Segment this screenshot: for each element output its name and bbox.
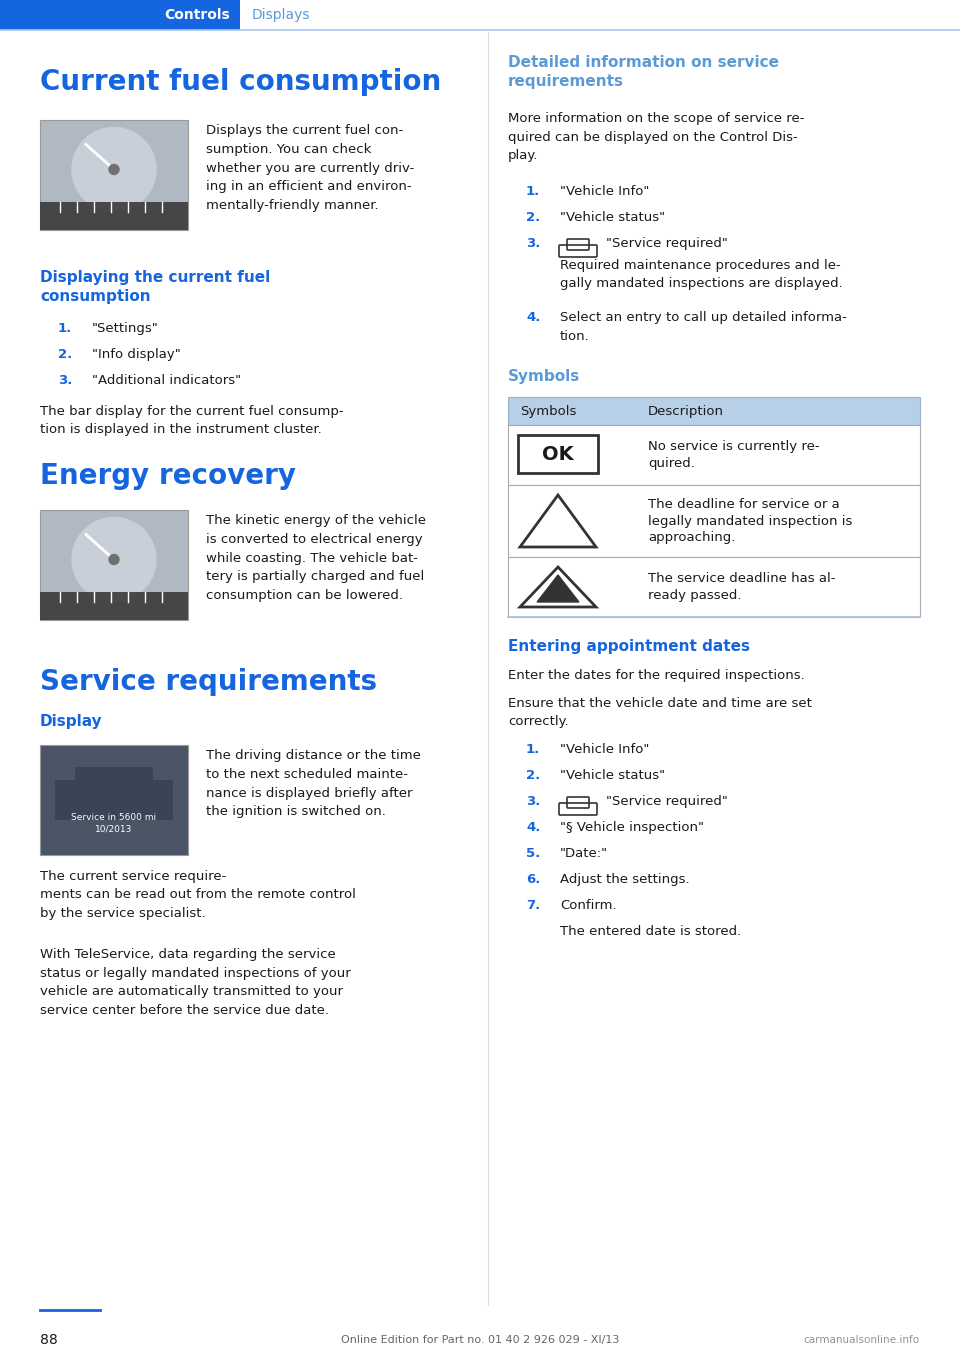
Polygon shape: [520, 494, 596, 548]
Text: Entering appointment dates: Entering appointment dates: [508, 639, 750, 654]
Text: "§ Vehicle inspection": "§ Vehicle inspection": [560, 821, 704, 834]
Text: 2.: 2.: [526, 211, 540, 223]
Text: 10/2013: 10/2013: [95, 824, 132, 834]
Circle shape: [109, 165, 119, 174]
Text: Ensure that the vehicle date and time are set
correctly.: Ensure that the vehicle date and time ar…: [508, 697, 812, 729]
Text: Service requirements: Service requirements: [40, 667, 377, 696]
Bar: [508, 485, 920, 557]
Bar: [508, 396, 920, 425]
Text: Display: Display: [40, 714, 103, 729]
Text: "Vehicle status": "Vehicle status": [560, 770, 665, 782]
Text: Required maintenance procedures and le-
gally mandated inspections are displayed: Required maintenance procedures and le- …: [560, 259, 843, 290]
Text: 2.: 2.: [58, 349, 72, 361]
Text: "Service required": "Service required": [606, 795, 728, 808]
Text: carmanualsonline.info: carmanualsonline.info: [804, 1335, 920, 1346]
Text: Select an entry to call up detailed informa-
tion.: Select an entry to call up detailed info…: [560, 311, 847, 342]
Text: Current fuel consumption: Current fuel consumption: [40, 68, 442, 95]
Text: Service in 5600 mi: Service in 5600 mi: [71, 813, 156, 821]
Text: The deadline for service or a
legally mandated inspection is
approaching.: The deadline for service or a legally ma…: [648, 497, 852, 545]
Text: Detailed information on service
requirements: Detailed information on service requirem…: [508, 54, 779, 89]
Text: "Vehicle Info": "Vehicle Info": [560, 185, 649, 197]
Text: Description: Description: [648, 405, 724, 418]
Text: "Service required": "Service required": [606, 237, 728, 251]
Bar: [508, 425, 920, 485]
Text: Displays: Displays: [252, 8, 310, 22]
Text: 3.: 3.: [58, 375, 72, 387]
Text: 3.: 3.: [526, 237, 540, 251]
Text: "Settings": "Settings": [92, 321, 158, 335]
Text: "Additional indicators": "Additional indicators": [92, 375, 241, 387]
Bar: [0, 0, 240, 30]
Text: Symbols: Symbols: [508, 369, 580, 384]
Text: Controls: Controls: [164, 8, 230, 22]
Text: 1.: 1.: [58, 321, 72, 335]
Text: The kinetic energy of the vehicle
is converted to electrical energy
while coasti: The kinetic energy of the vehicle is con…: [206, 513, 426, 602]
Text: 5.: 5.: [526, 847, 540, 859]
Text: More information on the scope of service re-
quired can be displayed on the Cont: More information on the scope of service…: [508, 112, 804, 162]
Text: 3.: 3.: [526, 795, 540, 808]
Bar: [0, 0, 960, 30]
Text: Symbols: Symbols: [520, 405, 576, 418]
Bar: [40, 202, 188, 230]
Text: The service deadline has al-
ready passed.: The service deadline has al- ready passe…: [648, 572, 835, 602]
Text: "Date:": "Date:": [560, 847, 608, 859]
Text: 4.: 4.: [526, 821, 540, 834]
Text: OK: OK: [542, 444, 574, 463]
Bar: [40, 120, 188, 230]
Text: "Info display": "Info display": [92, 349, 180, 361]
Text: 1.: 1.: [526, 744, 540, 756]
Text: Online Edition for Part no. 01 40 2 926 029 - XI/13: Online Edition for Part no. 01 40 2 926 …: [341, 1335, 619, 1346]
Text: 1.: 1.: [526, 185, 540, 197]
Text: 88: 88: [40, 1333, 58, 1347]
Polygon shape: [537, 575, 579, 602]
Text: 7.: 7.: [526, 899, 540, 913]
Bar: [75, 767, 153, 785]
Text: The entered date is stored.: The entered date is stored.: [560, 925, 741, 938]
Text: "Vehicle status": "Vehicle status": [560, 211, 665, 223]
Text: Adjust the settings.: Adjust the settings.: [560, 873, 689, 887]
Circle shape: [109, 554, 119, 564]
Text: Energy recovery: Energy recovery: [40, 462, 296, 490]
Text: 4.: 4.: [526, 311, 540, 324]
Text: No service is currently re-
quired.: No service is currently re- quired.: [648, 440, 820, 470]
Text: With TeleService, data regarding the service
status or legally mandated inspecti: With TeleService, data regarding the ser…: [40, 948, 350, 1016]
Circle shape: [72, 518, 156, 602]
Bar: [508, 557, 920, 617]
Text: The bar display for the current fuel consump-
tion is displayed in the instrumen: The bar display for the current fuel con…: [40, 405, 344, 436]
Text: Displays the current fuel con-
sumption. You can check
whether you are currently: Displays the current fuel con- sumption.…: [206, 124, 415, 212]
Bar: [55, 780, 173, 820]
Bar: [40, 592, 188, 620]
Text: 2.: 2.: [526, 770, 540, 782]
Text: The driving distance or the time
to the next scheduled mainte-
nance is displaye: The driving distance or the time to the …: [206, 749, 420, 819]
Bar: [518, 434, 598, 473]
Polygon shape: [520, 567, 596, 607]
Text: The current service require-
ments can be read out from the remote control
by th: The current service require- ments can b…: [40, 870, 356, 919]
Bar: [40, 745, 188, 855]
Text: "Vehicle Info": "Vehicle Info": [560, 744, 649, 756]
Text: Displaying the current fuel
consumption: Displaying the current fuel consumption: [40, 270, 271, 304]
Circle shape: [72, 128, 156, 211]
Text: Enter the dates for the required inspections.: Enter the dates for the required inspect…: [508, 669, 804, 682]
Text: 6.: 6.: [526, 873, 540, 887]
Text: Confirm.: Confirm.: [560, 899, 616, 913]
Bar: [40, 509, 188, 620]
